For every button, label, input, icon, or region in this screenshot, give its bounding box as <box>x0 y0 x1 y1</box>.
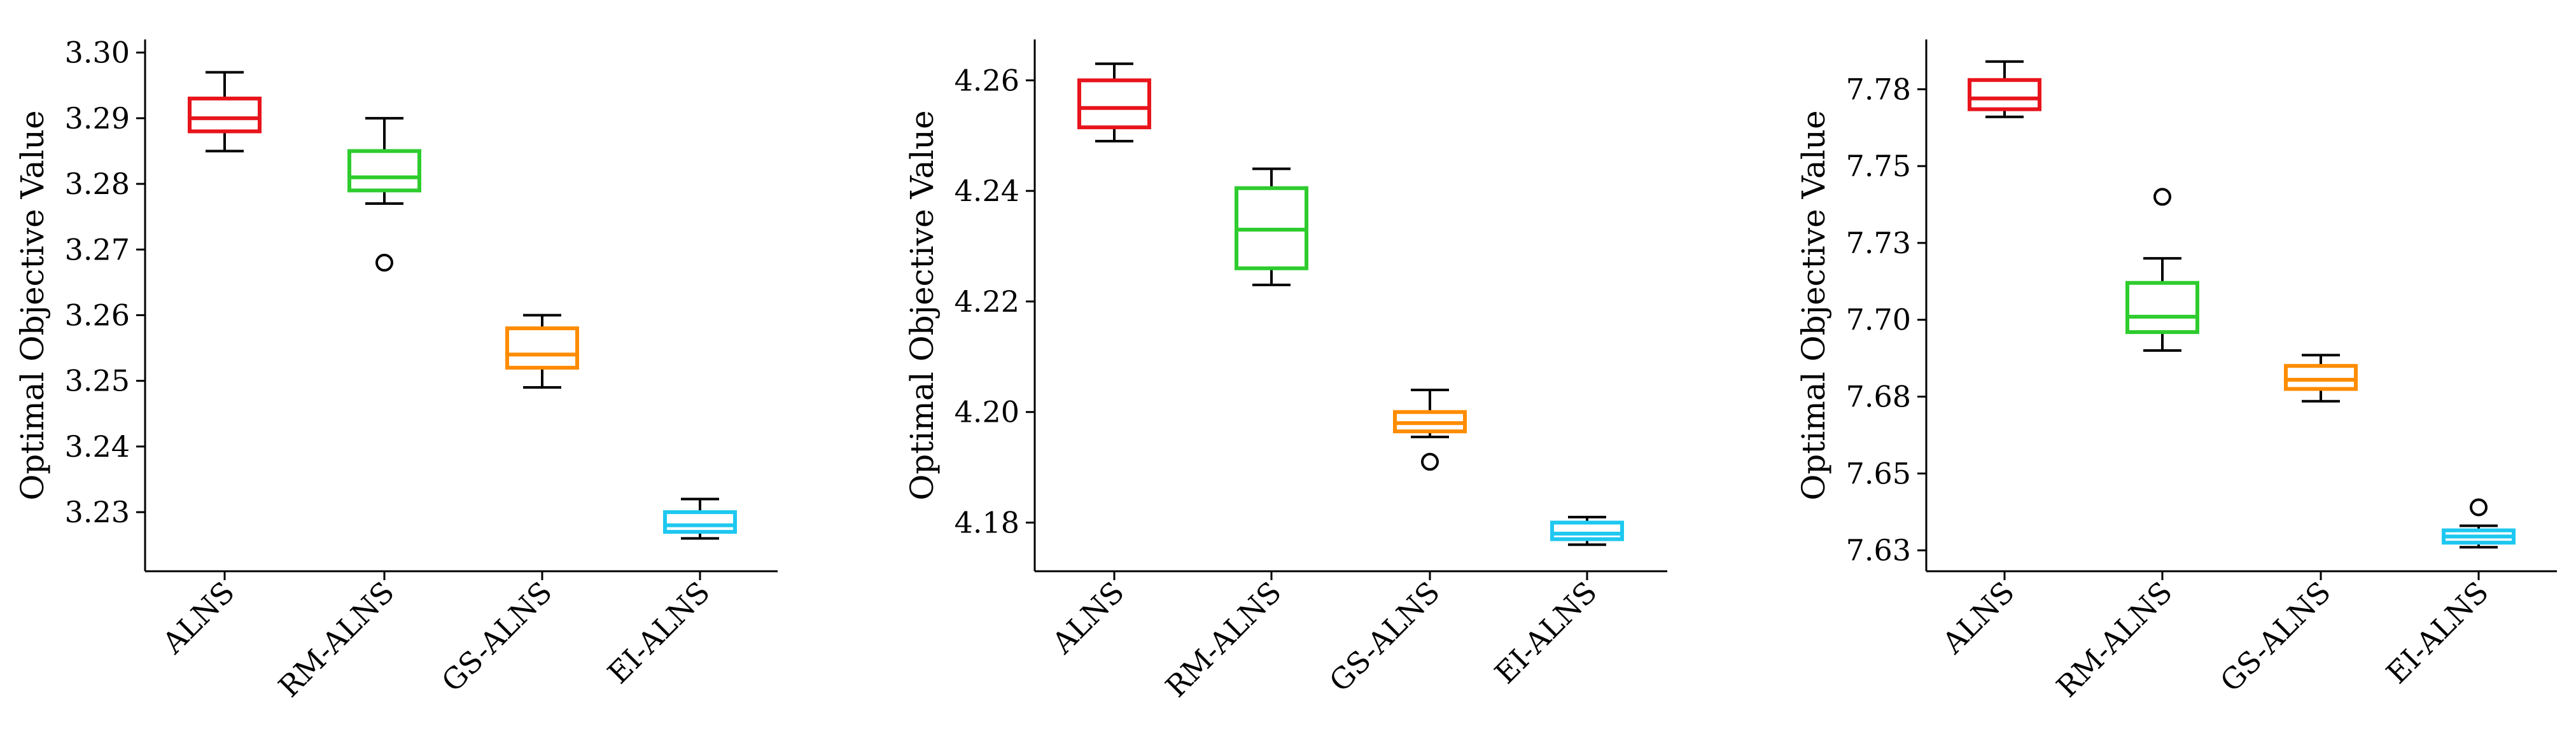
chart-panel-1: 3.23 3.24 3.25 3.26 3.27 3.28 3.29 3.30 Optimal … <box>14 36 778 704</box>
y-tick-label: 7.75 <box>1846 149 1911 183</box>
y-tick-label: 7.63 <box>1846 533 1911 567</box>
box-rm-alns <box>2125 281 2199 335</box>
y-tick-label: 3.28 <box>65 167 130 201</box>
box-gs-alns <box>505 326 579 370</box>
outlier-point <box>1421 452 1439 471</box>
x-tick-label-rm-alns: RM-ALNS <box>1159 575 1288 704</box>
x-tick-label-rm-alns: RM-ALNS <box>272 575 401 704</box>
y-tick-label: 3.27 <box>65 232 130 267</box>
y-tick-label: 4.18 <box>955 506 1019 540</box>
x-tick-label-ei-alns: EI-ALNS <box>601 575 717 691</box>
x-tick-label-rm-alns: RM-ALNS <box>2050 575 2179 704</box>
x-tick-label-gs-alns: GS-ALNS <box>435 575 558 698</box>
box-alns <box>188 96 262 134</box>
y-tick-label: 3.23 <box>65 495 130 529</box>
y-tick-label: 3.24 <box>65 429 130 464</box>
y-axis-title: Optimal Objective Value <box>14 110 51 500</box>
chart-panel-2: 4.18 4.20 4.22 4.24 4.26 Optimal Objective Va… <box>904 39 1667 704</box>
y-tick-label: 4.26 <box>955 63 1019 97</box>
box-ei-alns <box>663 510 737 534</box>
y-tick-label: 3.29 <box>65 101 130 135</box>
y-tick-label: 7.70 <box>1846 303 1911 337</box>
box-alns <box>1968 78 2041 111</box>
box-ei-alns <box>1550 520 1624 541</box>
x-tick-label-alns: ALNS <box>155 575 241 661</box>
x-tick-label-ei-alns: EI-ALNS <box>1488 575 1604 691</box>
y-tick-label: 7.65 <box>1846 456 1911 490</box>
outlier-point <box>2153 188 2171 206</box>
x-tick-label-alns: ALNS <box>1935 575 2021 661</box>
x-tick-label-gs-alns: GS-ALNS <box>2213 575 2337 698</box>
y-axis-title: Optimal Objective Value <box>1795 110 1832 500</box>
x-tick-label-gs-alns: GS-ALNS <box>1322 575 1446 698</box>
y-tick-label: 3.25 <box>65 364 130 398</box>
y-tick-label: 4.22 <box>955 284 1019 319</box>
x-tick-label-alns: ALNS <box>1045 575 1131 661</box>
box-rm-alns <box>347 149 421 193</box>
x-tick-label-ei-alns: EI-ALNS <box>2379 575 2495 691</box>
y-tick-label: 7.68 <box>1846 380 1911 414</box>
box-alns <box>1077 78 1151 130</box>
outlier-point <box>2470 498 2488 517</box>
y-tick-label: 3.30 <box>65 36 130 70</box>
y-tick-label: 3.26 <box>65 298 130 332</box>
y-tick-label: 7.73 <box>1846 226 1911 260</box>
chart-panel-3: 7.63 7.65 7.68 7.70 7.73 7.75 7.78 Optimal Obje… <box>1795 39 2557 704</box>
box-gs-alns <box>2284 364 2358 391</box>
outlier-point <box>375 253 393 272</box>
y-tick-label: 7.78 <box>1846 72 1911 106</box>
y-tick-label: 4.24 <box>955 174 1019 208</box>
y-tick-label: 4.20 <box>955 395 1019 429</box>
y-axis-title: Optimal Objective Value <box>904 110 941 500</box>
